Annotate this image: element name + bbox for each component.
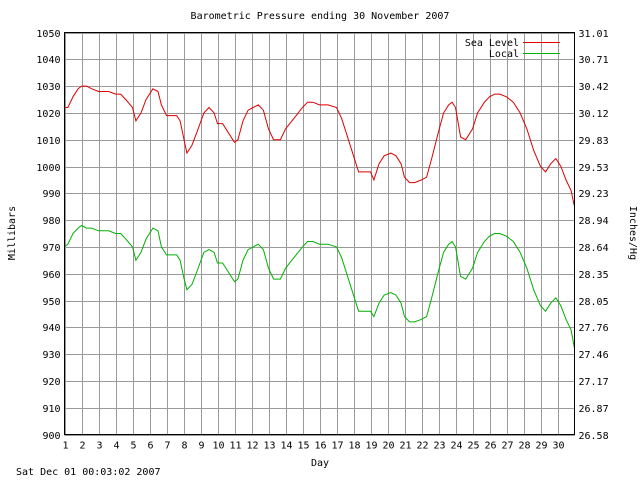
x-tick-label: 5	[130, 441, 136, 452]
y-tick-label-left: 910	[42, 404, 60, 415]
x-tick-label: 16	[314, 441, 326, 452]
y-tick-label-left: 960	[42, 270, 60, 281]
y-axis-left-ticks: 900 910 920 930 940 950 960 970 980 990 1000 1010 10…	[36, 29, 60, 442]
x-tick-label: 1	[62, 441, 68, 452]
legend: Sea Level Local	[465, 38, 560, 60]
y-tick-label-left: 930	[42, 350, 60, 361]
y-tick-label-left: 980	[42, 216, 60, 227]
y-tick-label-left: 1000	[36, 163, 60, 174]
x-tick-label: 7	[164, 441, 170, 452]
y-tick-label-left: 1010	[36, 136, 60, 147]
x-tick-label: 6	[147, 441, 153, 452]
x-tick-label: 23	[433, 441, 445, 452]
x-tick-label: 29	[535, 441, 547, 452]
y-axis-right-ticks: 26.58 26.87 27.17 27.46 27.76 28.05 28.35 28.64…	[579, 29, 609, 442]
x-tick-label: 21	[399, 441, 411, 452]
x-axis-label: Day	[311, 458, 329, 469]
chart-title: Barometric Pressure ending 30 November 2…	[191, 11, 450, 22]
y-tick-label-right: 31.01	[579, 29, 609, 40]
x-tick-label: 28	[518, 441, 530, 452]
x-tick-label: 2	[79, 441, 85, 452]
x-tick-label: 18	[348, 441, 360, 452]
x-tick-label: 26	[484, 441, 496, 452]
y-tick-label-right: 27.76	[579, 323, 609, 334]
legend-label-sea-level: Sea Level	[465, 38, 519, 49]
x-tick-label: 30	[552, 441, 564, 452]
plot-frame	[64, 32, 575, 435]
x-tick-label: 3	[96, 441, 102, 452]
y-tick-label-left: 1020	[36, 109, 60, 120]
y-tick-label-right: 28.35	[579, 270, 609, 281]
x-tick-label: 11	[229, 441, 241, 452]
timestamp: Sat Dec 01 00:03:02 2007	[16, 467, 161, 478]
y-tick-label-left: 950	[42, 297, 60, 308]
y-tick-label-left: 940	[42, 323, 60, 334]
series-line-sea-level	[64, 85, 575, 207]
y-tick-label-left: 990	[42, 189, 60, 200]
x-tick-label: 13	[263, 441, 275, 452]
y-tick-label-left: 1040	[36, 55, 60, 66]
y-axis-label-left: Millibars	[7, 206, 18, 260]
x-tick-label: 12	[246, 441, 258, 452]
y-tick-label-left: 900	[42, 431, 60, 442]
x-tick-label: 24	[450, 441, 462, 452]
x-tick-label: 22	[416, 441, 428, 452]
x-tick-label: 10	[212, 441, 224, 452]
y-axis-label-right: Inches/Hg	[627, 206, 638, 260]
x-tick-label: 25	[467, 441, 479, 452]
y-tick-label-right: 29.83	[579, 136, 609, 147]
series-lines	[64, 85, 575, 349]
series-line-local	[64, 224, 575, 349]
x-tick-label: 17	[331, 441, 343, 452]
y-tick-label-right: 27.46	[579, 350, 609, 361]
y-tick-label-right: 30.71	[579, 55, 609, 66]
x-tick-label: 15	[297, 441, 309, 452]
x-tick-label: 8	[181, 441, 187, 452]
y-tick-label-right: 30.42	[579, 82, 609, 93]
y-tick-label-right: 28.64	[579, 243, 609, 254]
x-tick-label: 20	[382, 441, 394, 452]
y-tick-label-right: 30.12	[579, 109, 609, 120]
y-tick-label-left: 1050	[36, 29, 60, 40]
y-tick-label-right: 27.17	[579, 377, 609, 388]
y-tick-label-right: 29.23	[579, 189, 609, 200]
x-tick-label: 19	[365, 441, 377, 452]
y-tick-label-left: 920	[42, 377, 60, 388]
x-tick-label: 27	[501, 441, 513, 452]
y-tick-label-left: 1030	[36, 82, 60, 93]
legend-label-local: Local	[489, 49, 519, 60]
y-tick-label-right: 26.58	[579, 431, 609, 442]
y-tick-label-right: 29.53	[579, 163, 609, 174]
y-tick-label-left: 970	[42, 243, 60, 254]
y-tick-label-right: 28.05	[579, 297, 609, 308]
x-tick-label: 4	[113, 441, 119, 452]
x-tick-label: 14	[280, 441, 292, 452]
x-tick-label: 9	[198, 441, 204, 452]
y-tick-label-right: 26.87	[579, 404, 609, 415]
grid	[64, 32, 575, 436]
x-axis-ticks: 1 2 3 4 5 6 7 8 9 10 11 12 13 14 15 16 17 18 19 20 21 22 23 24 2…	[62, 441, 564, 452]
y-tick-label-right: 28.94	[579, 216, 609, 227]
